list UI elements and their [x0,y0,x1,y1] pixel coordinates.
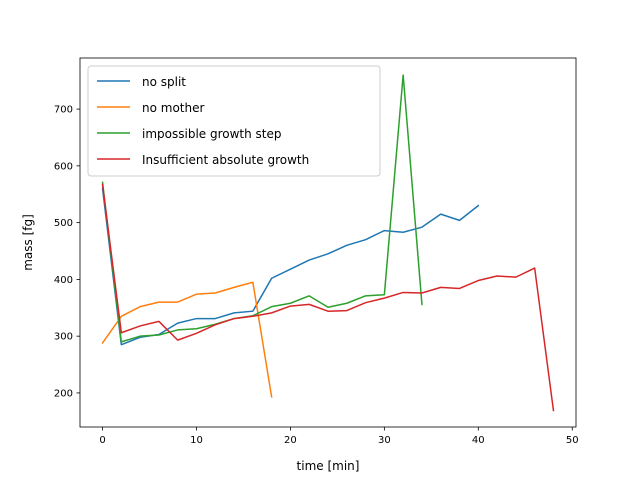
y-axis: 200 300 400 500 600 700 [54,105,80,399]
y-tick-label: 500 [54,218,73,229]
x-tick-label: 20 [284,435,297,446]
series-group [101,74,555,412]
legend-label: Insufficient absolute growth [142,153,309,167]
y-axis-label: mass [fg] [21,214,35,271]
series-line-2 [101,281,273,398]
x-tick-label: 0 [99,435,105,446]
series-line-4 [101,183,555,412]
x-axis: 0 10 20 30 40 50 [99,427,579,446]
plot-frame [79,57,577,428]
x-axis-label: time [min] [297,459,360,473]
x-tick-label: 40 [472,435,485,446]
x-tick-label: 10 [190,435,203,446]
y-tick-label: 700 [54,105,73,116]
legend-label: impossible growth step [142,127,282,141]
y-tick-label: 300 [54,332,73,343]
x-tick-label: 30 [378,435,391,446]
legend-label: no split [142,75,186,89]
legend-box [87,65,381,177]
series-line-3 [101,74,423,343]
x-tick-label: 50 [566,435,579,446]
legend: no split no mother impossible growth step I… [87,65,381,177]
legend-label: no mother [142,101,204,115]
y-tick-label: 200 [54,388,73,399]
y-tick-label: 600 [54,161,73,172]
y-tick-label: 400 [54,275,73,286]
